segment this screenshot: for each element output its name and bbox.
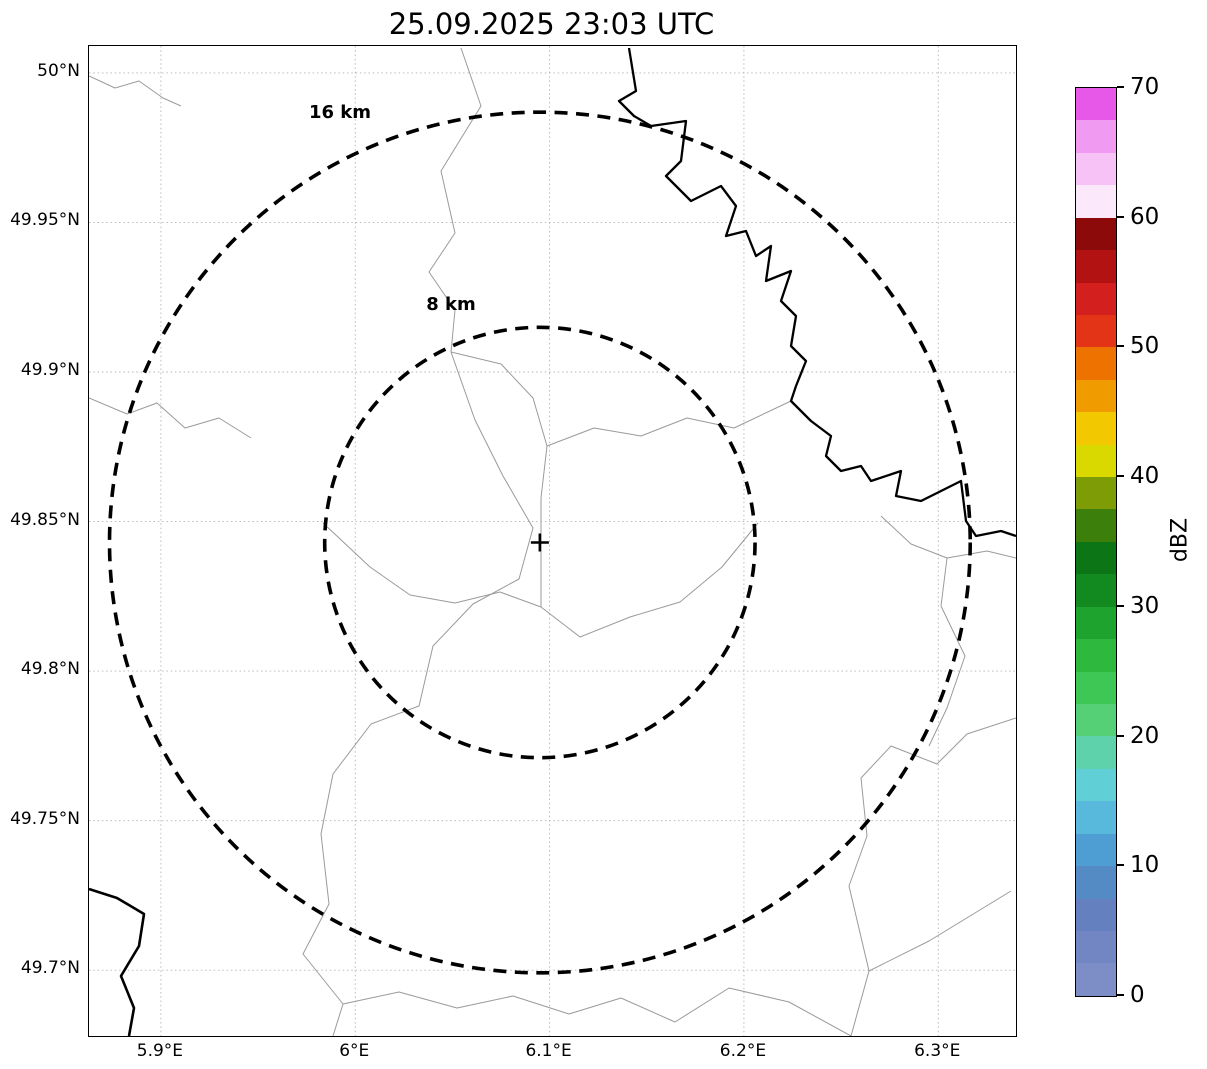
colorbar-segment: [1076, 768, 1116, 802]
y-tick-label: 49.85°N: [10, 509, 80, 530]
colorbar-tickmark: [1117, 864, 1124, 867]
colorbar: [1075, 87, 1117, 997]
range-ring-8km: [322, 325, 757, 760]
colorbar-segment: [1076, 314, 1116, 348]
colorbar-tickmark: [1117, 734, 1124, 737]
y-tick-label: 49.8°N: [20, 659, 80, 680]
admin-boundary-line: [89, 397, 252, 439]
admin-boundary-line: [546, 400, 792, 447]
colorbar-segment: [1076, 477, 1116, 510]
y-tick-label: 49.95°N: [10, 210, 80, 231]
colorbar-segment: [1076, 444, 1116, 478]
colorbar-segment: [1076, 120, 1116, 153]
colorbar-swatches: [1076, 88, 1116, 996]
colorbar-segment: [1076, 152, 1116, 186]
admin-boundary-line: [450, 351, 548, 607]
colorbar-tick-label: 60: [1130, 203, 1160, 230]
colorbar-tickmark: [1117, 475, 1124, 478]
colorbar-segment: [1076, 509, 1116, 542]
colorbar-segment: [1076, 574, 1116, 607]
colorbar-tick-label: 40: [1130, 463, 1160, 490]
range-ring-16km: [107, 110, 973, 975]
admin-boundary-line: [850, 890, 1012, 1036]
colorbar-tick-label: 0: [1130, 982, 1145, 1008]
border-line: [89, 887, 146, 1036]
y-tick-label: 50°N: [37, 60, 80, 81]
colorbar-segment: [1076, 736, 1116, 769]
colorbar-segment: [1076, 379, 1116, 413]
grid-layer: [89, 46, 1016, 1036]
colorbar-label-dbz: dBZ: [1167, 517, 1193, 563]
colorbar-segment: [1076, 217, 1116, 251]
colorbar-segment: [1076, 671, 1116, 705]
admin-boundary-line: [89, 75, 182, 107]
colorbar-segment: [1076, 412, 1116, 445]
y-tick-label: 49.7°N: [20, 958, 80, 979]
colorbar-segment: [1076, 282, 1116, 315]
colorbar-segment: [1076, 898, 1116, 931]
admin-boundary-line: [342, 987, 852, 1036]
colorbar-segment: [1076, 639, 1116, 672]
boundary-layer: [89, 47, 1016, 1036]
colorbar-segment: [1076, 866, 1116, 899]
map-plot-area: 16 km 8 km: [88, 45, 1017, 1037]
colorbar-segment: [1076, 833, 1116, 867]
x-tick-label: 5.9°E: [136, 1041, 184, 1061]
x-tick-label: 6°E: [339, 1041, 370, 1061]
colorbar-segment: [1076, 930, 1116, 964]
colorbar-tickmark: [1117, 215, 1124, 218]
colorbar-tickmark: [1117, 604, 1124, 607]
x-tick-label: 6.2°E: [719, 1041, 767, 1061]
map-svg: 16 km 8 km: [89, 46, 1016, 1036]
ring-label-16km: 16 km: [309, 102, 371, 123]
colorbar-tick-label: 50: [1130, 333, 1160, 360]
colorbar-tickmark: [1117, 345, 1124, 348]
colorbar-tick-label: 20: [1130, 722, 1160, 749]
x-tick-label: 6.3°E: [914, 1041, 961, 1061]
admin-boundary-line: [928, 557, 966, 747]
colorbar-segment: [1076, 185, 1116, 218]
y-tick-label: 49.75°N: [10, 808, 80, 829]
river-line: [617, 47, 1016, 538]
admin-boundary-line: [848, 717, 1016, 972]
admin-boundary-line: [302, 47, 534, 1036]
ring-label-8km: 8 km: [426, 294, 476, 315]
colorbar-segment: [1076, 541, 1116, 575]
colorbar-segment: [1076, 88, 1116, 121]
y-tick-label: 49.9°N: [20, 360, 80, 380]
admin-boundary-line: [880, 515, 1016, 559]
colorbar-segment: [1076, 801, 1116, 834]
plot-title: 25.09.2025 23:03 UTC: [388, 7, 715, 41]
colorbar-segment: [1076, 606, 1116, 640]
colorbar-segment: [1076, 347, 1116, 380]
colorbar-segment: [1076, 704, 1116, 737]
range-rings-layer: [107, 110, 973, 975]
colorbar-segment: [1076, 963, 1116, 996]
colorbar-tick-label: 10: [1130, 852, 1160, 879]
radar-center-cross: [530, 533, 549, 552]
colorbar-tick-label: 70: [1130, 74, 1160, 100]
colorbar-segment: [1076, 250, 1116, 283]
colorbar-ticks: 0 10 20 30 40 50 60 70: [1117, 74, 1187, 1008]
colorbar-tick-label: 30: [1130, 592, 1160, 619]
colorbar-tickmark: [1117, 994, 1124, 996]
colorbar-tickmark: [1117, 86, 1124, 88]
x-tick-label: 6.1°E: [525, 1041, 572, 1061]
